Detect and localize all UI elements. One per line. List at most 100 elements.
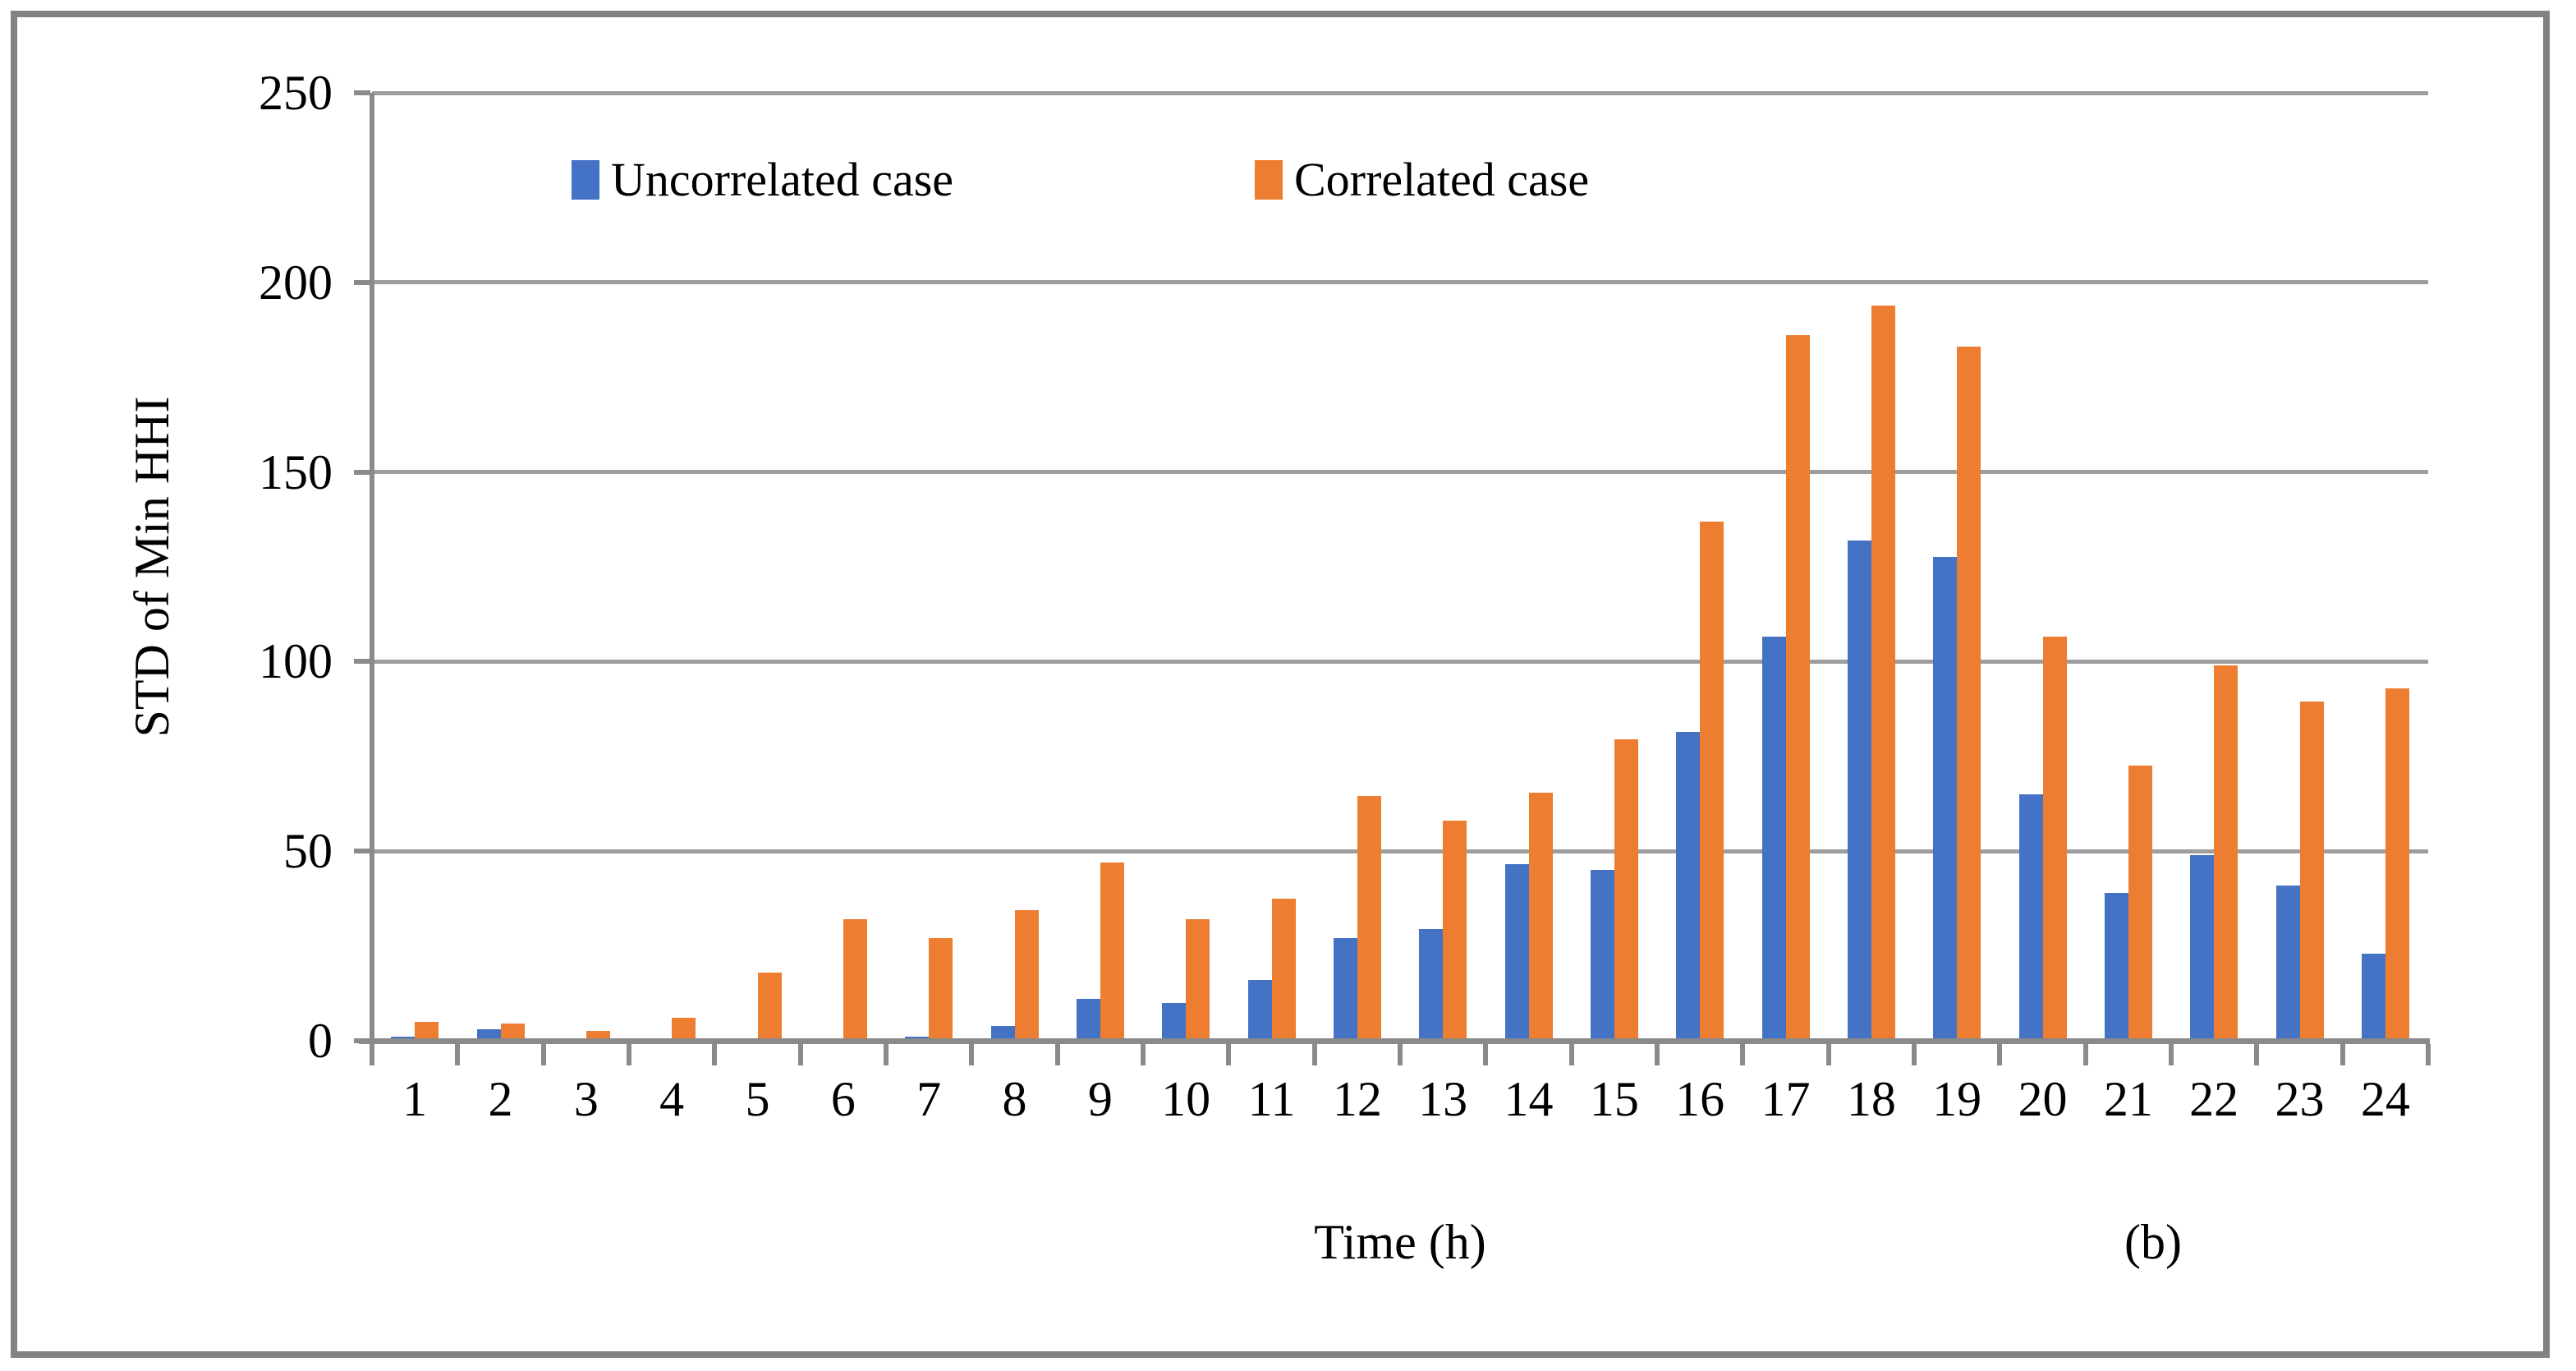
y-axis-tick-50: [354, 849, 370, 854]
bar-uncorrelated-hour-2: [476, 1029, 501, 1041]
bar-correlated-hour-24: [2385, 688, 2409, 1041]
x-tick-label-17: 17: [1761, 1072, 1811, 1126]
bar-correlated-hour-17: [1785, 335, 1810, 1041]
x-axis-tick-12: [1398, 1044, 1403, 1065]
x-axis-tick-7: [969, 1044, 975, 1065]
bar-correlated-hour-19: [1957, 347, 1981, 1041]
x-tick-label-24: 24: [2360, 1072, 2410, 1126]
bar-correlated-hour-14: [1528, 792, 1553, 1041]
x-tick-label-22: 22: [2189, 1072, 2239, 1126]
bar-correlated-hour-7: [929, 938, 953, 1041]
bar-correlated-hour-3: [585, 1031, 610, 1041]
bar-correlated-hour-22: [2214, 665, 2239, 1041]
bar-uncorrelated-hour-18: [1847, 540, 1871, 1041]
x-axis-tick-5: [797, 1044, 803, 1065]
x-axis-tick-0: [370, 1044, 374, 1065]
x-tick-label-5: 5: [745, 1072, 770, 1126]
y-axis-tick-200: [354, 279, 370, 285]
gridline-250: [372, 90, 2428, 95]
x-tick-label-12: 12: [1332, 1072, 1382, 1126]
x-axis-tick-15: [1655, 1044, 1660, 1065]
bar-correlated-hour-5: [757, 972, 782, 1041]
x-tick-label-7: 7: [916, 1072, 942, 1126]
bar-uncorrelated-hour-9: [1076, 999, 1100, 1041]
x-tick-label-9: 9: [1087, 1072, 1113, 1126]
bar-correlated-hour-4: [672, 1018, 696, 1041]
y-axis-tick-150: [354, 469, 370, 475]
x-axis-tick-8: [1054, 1044, 1060, 1065]
x-axis-tick-4: [712, 1044, 718, 1065]
x-axis-tick-16: [1740, 1044, 1746, 1065]
x-axis-line: [359, 1038, 2430, 1044]
bar-correlated-hour-18: [1871, 305, 1895, 1041]
bar-correlated-hour-8: [1014, 909, 1039, 1041]
x-tick-label-16: 16: [1675, 1072, 1725, 1126]
y-tick-label-0: 0: [308, 1014, 333, 1068]
gridline-200: [372, 280, 2428, 285]
x-axis-tick-9: [1141, 1044, 1146, 1065]
figure-border: [11, 11, 2550, 1358]
x-axis-tick-20: [2082, 1044, 2088, 1065]
y-tick-label-200: 200: [259, 255, 333, 310]
bar-uncorrelated-hour-11: [1247, 980, 1272, 1041]
bar-correlated-hour-2: [500, 1024, 525, 1041]
bar-correlated-hour-16: [1700, 521, 1724, 1041]
bar-correlated-hour-23: [2299, 701, 2324, 1041]
bar-uncorrelated-hour-24: [2361, 953, 2385, 1041]
x-axis-title: Time (h): [1314, 1215, 1486, 1269]
x-axis-tick-14: [1568, 1044, 1574, 1065]
x-tick-label-20: 20: [2018, 1072, 2068, 1126]
x-tick-label-13: 13: [1418, 1072, 1468, 1126]
bar-correlated-hour-6: [843, 919, 867, 1041]
legend-item-uncorrelated: Uncorrelated case: [572, 156, 953, 204]
x-tick-label-23: 23: [2275, 1072, 2325, 1126]
y-tick-label-250: 250: [259, 66, 333, 120]
legend-swatch-uncorrelated-icon: [572, 160, 599, 200]
bar-correlated-hour-10: [1186, 919, 1210, 1041]
x-tick-label-21: 21: [2103, 1072, 2153, 1126]
x-tick-label-18: 18: [1846, 1072, 1896, 1126]
bar-uncorrelated-hour-15: [1590, 870, 1614, 1041]
bar-uncorrelated-hour-20: [2018, 794, 2043, 1041]
x-axis-tick-23: [2340, 1044, 2345, 1065]
x-axis-tick-19: [1997, 1044, 2003, 1065]
gridline-100: [372, 659, 2428, 664]
x-axis-tick-6: [884, 1044, 889, 1065]
x-tick-label-14: 14: [1504, 1072, 1554, 1126]
y-axis-tick-250: [354, 90, 370, 95]
bar-uncorrelated-hour-16: [1676, 731, 1701, 1041]
legend-item-correlated: Correlated case: [1255, 156, 1589, 204]
bar-uncorrelated-hour-22: [2190, 854, 2215, 1041]
bar-uncorrelated-hour-19: [1933, 557, 1958, 1041]
x-axis-tick-18: [1912, 1044, 1917, 1065]
x-tick-label-6: 6: [830, 1072, 856, 1126]
y-tick-label-100: 100: [259, 634, 333, 689]
x-axis-tick-3: [627, 1044, 631, 1065]
x-tick-label-15: 15: [1589, 1072, 1639, 1126]
legend-swatch-correlated-icon: [1255, 160, 1283, 200]
bar-correlated-hour-20: [2042, 637, 2067, 1041]
x-tick-label-10: 10: [1161, 1072, 1211, 1126]
bar-correlated-hour-11: [1271, 898, 1296, 1041]
bar-uncorrelated-hour-10: [1162, 1002, 1187, 1041]
bar-correlated-hour-12: [1357, 796, 1381, 1041]
x-axis-tick-21: [2169, 1044, 2174, 1065]
bar-uncorrelated-hour-12: [1333, 938, 1357, 1041]
bar-uncorrelated-hour-21: [2104, 892, 2128, 1041]
y-tick-label-150: 150: [259, 444, 333, 499]
bar-correlated-hour-13: [1443, 821, 1467, 1041]
figure-sublabel: (b): [2124, 1215, 2182, 1269]
x-axis-tick-11: [1311, 1044, 1317, 1065]
x-tick-label-2: 2: [488, 1072, 513, 1126]
x-tick-label-3: 3: [573, 1072, 599, 1126]
x-axis-tick-13: [1483, 1044, 1489, 1065]
gridline-50: [372, 849, 2428, 853]
bar-uncorrelated-hour-13: [1419, 928, 1444, 1041]
x-axis-tick-2: [540, 1044, 546, 1065]
x-tick-label-8: 8: [1002, 1072, 1027, 1126]
bar-uncorrelated-hour-14: [1504, 864, 1529, 1041]
x-axis-tick-22: [2254, 1044, 2260, 1065]
x-axis-tick-17: [1825, 1044, 1831, 1065]
bar-correlated-hour-1: [415, 1021, 439, 1041]
bar-correlated-hour-21: [2128, 766, 2152, 1041]
